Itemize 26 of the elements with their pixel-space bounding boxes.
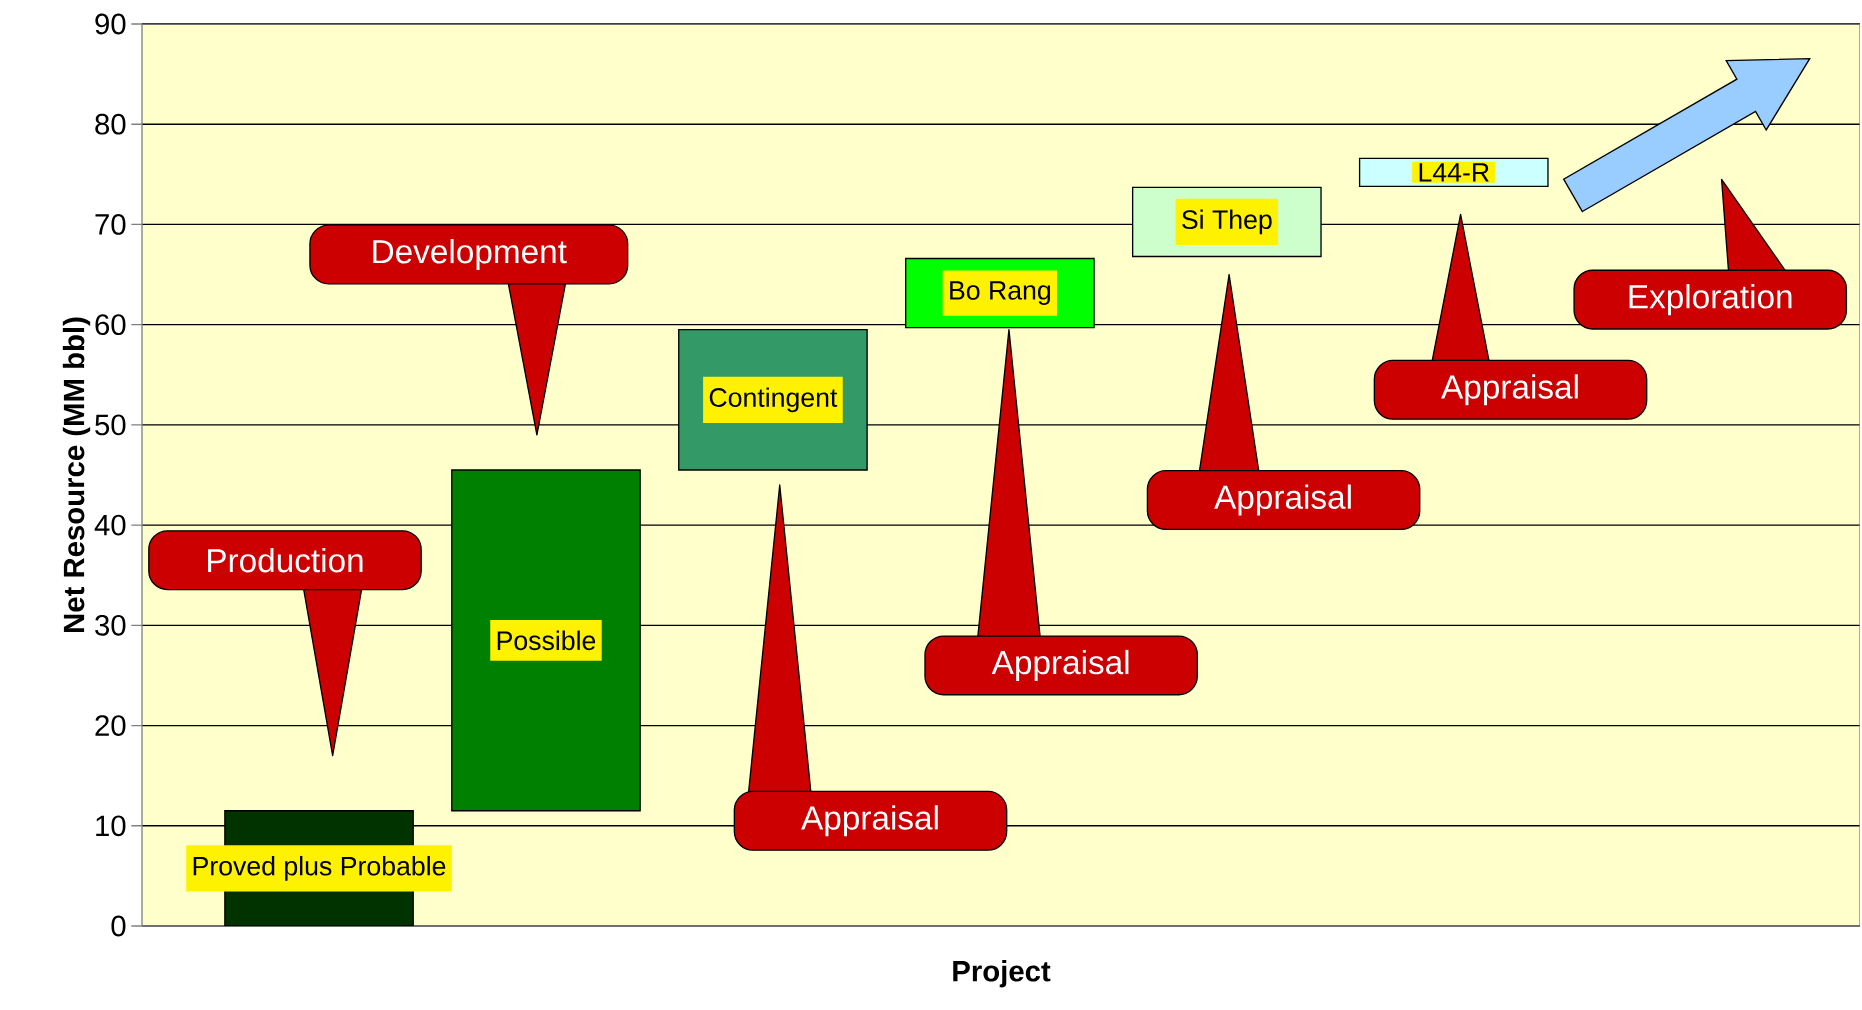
x-tick-label: L44-R — [1419, 163, 1489, 182]
y-tick-label: 40 — [94, 514, 126, 536]
x-tick-label: Possible — [497, 630, 596, 651]
annotation: Appraisal — [1214, 484, 1351, 516]
y-tick-label: 70 — [95, 214, 126, 235]
y-tick-label: 60 — [95, 314, 126, 336]
x-tick-label: Bo Rang — [950, 281, 1051, 306]
annotation: Production — [208, 547, 363, 573]
y-tick-label: 90 — [95, 13, 126, 35]
y-tick-label: 10 — [96, 815, 126, 837]
y-tick-label: 20 — [95, 715, 126, 736]
bar — [451, 469, 641, 812]
annotation: Appraisal — [1441, 374, 1578, 406]
y-tick-label: 0 — [111, 915, 126, 937]
x-tick-label: Si Thep — [1182, 209, 1272, 235]
y-tick-label: 50 — [95, 414, 126, 436]
x-axis-title: Project — [953, 960, 1051, 988]
y-tick-label: 80 — [95, 113, 126, 135]
annotation: Appraisal — [801, 805, 938, 837]
text: Exploration — [1629, 284, 1792, 316]
x-tick-label: Proved plus Probable — [193, 855, 446, 881]
annotation: Appraisal — [991, 649, 1129, 681]
y-axis-title: Net Resource (MM bbl) — [62, 317, 91, 632]
x-tick-label: Contingent — [709, 387, 838, 413]
y-tick-label: 30 — [95, 614, 126, 636]
annotation: Development — [373, 238, 567, 271]
